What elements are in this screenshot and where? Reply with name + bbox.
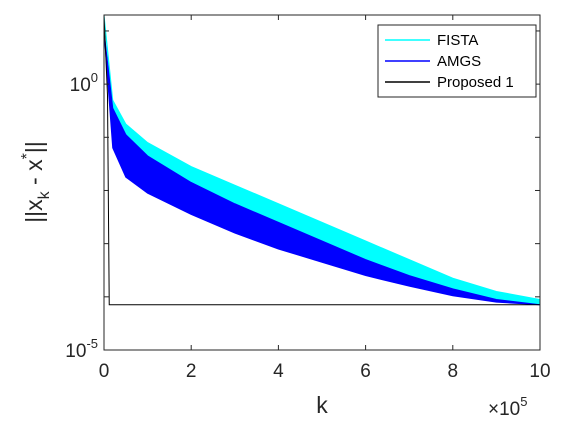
x-tick-label: 8 bbox=[448, 361, 459, 382]
x-tick-label: 10 bbox=[529, 361, 550, 382]
x-tick-label: 4 bbox=[273, 361, 284, 382]
x-tick-label: 2 bbox=[186, 361, 197, 382]
series-proposed-1 bbox=[103, 14, 540, 306]
y-tick-label: 10-5 bbox=[65, 336, 98, 362]
x-tick-label: 0 bbox=[99, 361, 110, 382]
legend: FISTA AMGS Proposed 1 bbox=[377, 24, 537, 98]
y-axis-label: ||xk - x*|| bbox=[19, 141, 53, 223]
series-lines bbox=[103, 14, 540, 306]
y-tick-label: 100 bbox=[70, 70, 98, 96]
axis-ticks: 0 2 4 6 8 10 100 10-5 bbox=[65, 15, 551, 382]
x-tick-label: 6 bbox=[360, 361, 371, 382]
legend-label-fista: FISTA bbox=[437, 32, 478, 49]
legend-label-proposed-1: Proposed 1 bbox=[437, 74, 514, 91]
x-scale-multiplier: ×105 bbox=[488, 394, 527, 420]
axes-box bbox=[103, 14, 541, 351]
x-axis-label: k bbox=[316, 392, 328, 418]
legend-label-amgs: AMGS bbox=[437, 53, 481, 70]
